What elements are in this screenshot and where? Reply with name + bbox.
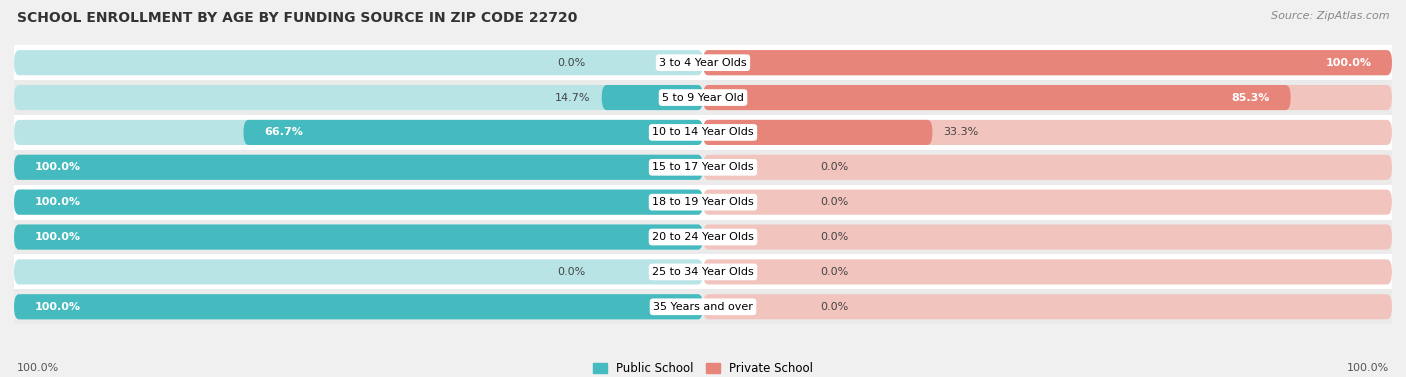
FancyBboxPatch shape (14, 120, 703, 145)
FancyBboxPatch shape (14, 294, 703, 319)
Text: 0.0%: 0.0% (820, 197, 848, 207)
FancyBboxPatch shape (14, 224, 703, 250)
Bar (14, 80, 1392, 115)
FancyBboxPatch shape (14, 294, 703, 319)
FancyBboxPatch shape (703, 85, 1291, 110)
Text: 0.0%: 0.0% (820, 162, 848, 172)
FancyBboxPatch shape (14, 190, 703, 215)
Text: 66.7%: 66.7% (264, 127, 304, 138)
Bar (14, 115, 1392, 150)
FancyBboxPatch shape (243, 120, 703, 145)
Text: 3 to 4 Year Olds: 3 to 4 Year Olds (659, 58, 747, 68)
FancyBboxPatch shape (703, 224, 1392, 250)
FancyBboxPatch shape (703, 120, 932, 145)
FancyBboxPatch shape (703, 85, 1392, 110)
Text: 14.7%: 14.7% (555, 92, 591, 103)
Text: Source: ZipAtlas.com: Source: ZipAtlas.com (1271, 11, 1389, 21)
Text: 20 to 24 Year Olds: 20 to 24 Year Olds (652, 232, 754, 242)
Text: 33.3%: 33.3% (943, 127, 979, 138)
Text: 0.0%: 0.0% (820, 232, 848, 242)
FancyBboxPatch shape (14, 50, 703, 75)
FancyBboxPatch shape (14, 190, 703, 215)
Bar (14, 290, 1392, 324)
Bar (14, 219, 1392, 254)
FancyBboxPatch shape (703, 50, 1392, 75)
Text: 100.0%: 100.0% (35, 197, 80, 207)
Bar (14, 254, 1392, 290)
FancyBboxPatch shape (14, 155, 703, 180)
Text: 0.0%: 0.0% (558, 58, 586, 68)
FancyBboxPatch shape (14, 224, 703, 250)
Text: 10 to 14 Year Olds: 10 to 14 Year Olds (652, 127, 754, 138)
Text: 100.0%: 100.0% (17, 363, 59, 373)
FancyBboxPatch shape (14, 155, 703, 180)
Text: 35 Years and over: 35 Years and over (652, 302, 754, 312)
Text: 0.0%: 0.0% (820, 302, 848, 312)
FancyBboxPatch shape (602, 85, 703, 110)
Text: 0.0%: 0.0% (820, 267, 848, 277)
Text: 85.3%: 85.3% (1232, 92, 1270, 103)
FancyBboxPatch shape (703, 120, 1392, 145)
Text: 25 to 34 Year Olds: 25 to 34 Year Olds (652, 267, 754, 277)
Text: SCHOOL ENROLLMENT BY AGE BY FUNDING SOURCE IN ZIP CODE 22720: SCHOOL ENROLLMENT BY AGE BY FUNDING SOUR… (17, 11, 578, 25)
Bar (14, 45, 1392, 80)
Bar (14, 185, 1392, 219)
Legend: Public School, Private School: Public School, Private School (588, 357, 818, 377)
FancyBboxPatch shape (14, 259, 703, 285)
Text: 100.0%: 100.0% (35, 302, 80, 312)
FancyBboxPatch shape (703, 190, 1392, 215)
Text: 100.0%: 100.0% (1326, 58, 1371, 68)
Text: 100.0%: 100.0% (35, 162, 80, 172)
FancyBboxPatch shape (703, 294, 1392, 319)
Text: 100.0%: 100.0% (35, 232, 80, 242)
FancyBboxPatch shape (703, 50, 1392, 75)
Text: 5 to 9 Year Old: 5 to 9 Year Old (662, 92, 744, 103)
FancyBboxPatch shape (14, 85, 703, 110)
Text: 100.0%: 100.0% (1347, 363, 1389, 373)
FancyBboxPatch shape (703, 155, 1392, 180)
Text: 15 to 17 Year Olds: 15 to 17 Year Olds (652, 162, 754, 172)
Bar (14, 150, 1392, 185)
FancyBboxPatch shape (703, 259, 1392, 285)
Text: 18 to 19 Year Olds: 18 to 19 Year Olds (652, 197, 754, 207)
Text: 0.0%: 0.0% (558, 267, 586, 277)
